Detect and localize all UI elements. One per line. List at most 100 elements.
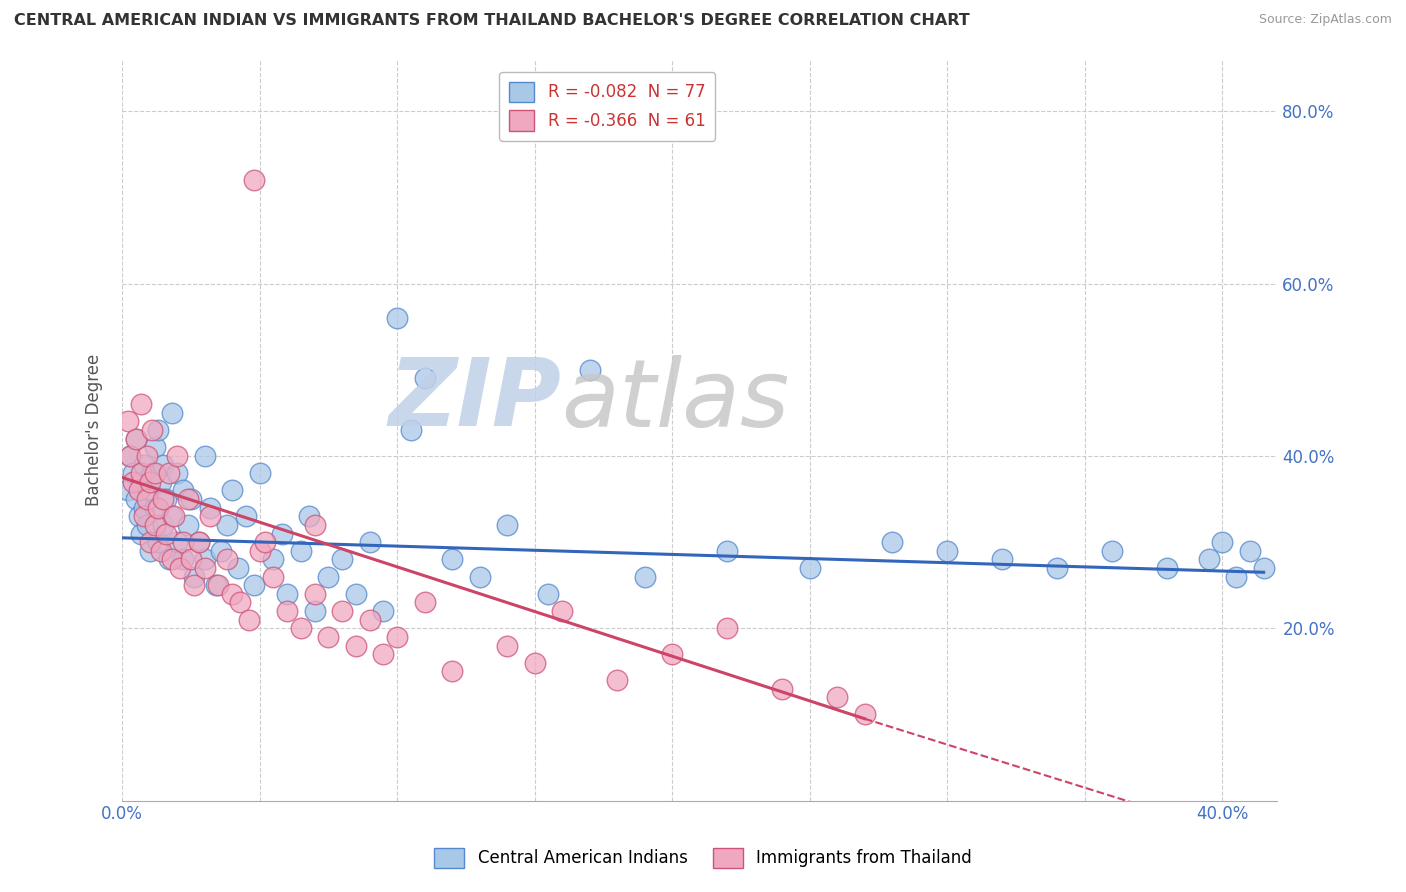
- Point: [441, 552, 464, 566]
- Text: CENTRAL AMERICAN INDIAN VS IMMIGRANTS FROM THAILAND BACHELOR'S DEGREE CORRELATIO: CENTRAL AMERICAN INDIAN VS IMMIGRANTS FR…: [14, 13, 970, 29]
- Point: [138, 483, 160, 498]
- Point: [276, 587, 298, 601]
- Point: [1156, 561, 1178, 575]
- Point: [1198, 552, 1220, 566]
- Point: [128, 483, 150, 498]
- Point: [131, 466, 153, 480]
- Point: [125, 432, 148, 446]
- Point: [146, 423, 169, 437]
- Point: [135, 449, 157, 463]
- Point: [160, 406, 183, 420]
- Point: [172, 535, 194, 549]
- Point: [606, 673, 628, 687]
- Point: [157, 466, 180, 480]
- Point: [125, 432, 148, 446]
- Point: [120, 449, 142, 463]
- Point: [262, 569, 284, 583]
- Point: [330, 604, 353, 618]
- Point: [207, 578, 229, 592]
- Point: [399, 423, 422, 437]
- Point: [122, 466, 145, 480]
- Point: [661, 647, 683, 661]
- Point: [238, 613, 260, 627]
- Point: [132, 509, 155, 524]
- Point: [413, 595, 436, 609]
- Point: [537, 587, 560, 601]
- Point: [152, 458, 174, 472]
- Point: [298, 509, 321, 524]
- Point: [138, 543, 160, 558]
- Point: [209, 543, 232, 558]
- Point: [177, 517, 200, 532]
- Legend: R = -0.082  N = 77, R = -0.366  N = 61: R = -0.082 N = 77, R = -0.366 N = 61: [499, 71, 716, 141]
- Point: [441, 665, 464, 679]
- Point: [132, 500, 155, 515]
- Point: [166, 449, 188, 463]
- Point: [385, 630, 408, 644]
- Point: [163, 509, 186, 524]
- Point: [276, 604, 298, 618]
- Point: [468, 569, 491, 583]
- Point: [194, 561, 217, 575]
- Point: [770, 681, 793, 696]
- Point: [143, 466, 166, 480]
- Point: [155, 526, 177, 541]
- Point: [166, 466, 188, 480]
- Text: atlas: atlas: [561, 355, 789, 446]
- Point: [882, 535, 904, 549]
- Point: [578, 363, 600, 377]
- Point: [634, 569, 657, 583]
- Point: [1253, 561, 1275, 575]
- Point: [716, 543, 738, 558]
- Point: [169, 561, 191, 575]
- Point: [131, 397, 153, 411]
- Point: [204, 578, 226, 592]
- Point: [413, 371, 436, 385]
- Legend: Central American Indians, Immigrants from Thailand: Central American Indians, Immigrants fro…: [427, 841, 979, 875]
- Point: [180, 552, 202, 566]
- Point: [131, 475, 153, 489]
- Point: [1225, 569, 1247, 583]
- Point: [143, 517, 166, 532]
- Point: [221, 587, 243, 601]
- Point: [215, 517, 238, 532]
- Point: [122, 475, 145, 489]
- Point: [120, 449, 142, 463]
- Point: [229, 595, 252, 609]
- Point: [188, 535, 211, 549]
- Point: [226, 561, 249, 575]
- Point: [177, 491, 200, 506]
- Point: [143, 500, 166, 515]
- Point: [198, 500, 221, 515]
- Point: [1239, 543, 1261, 558]
- Point: [146, 535, 169, 549]
- Point: [318, 630, 340, 644]
- Point: [1046, 561, 1069, 575]
- Point: [243, 173, 266, 187]
- Point: [125, 491, 148, 506]
- Point: [172, 552, 194, 566]
- Point: [249, 543, 271, 558]
- Point: [152, 491, 174, 506]
- Point: [235, 509, 257, 524]
- Point: [1101, 543, 1123, 558]
- Point: [359, 535, 381, 549]
- Point: [523, 656, 546, 670]
- Point: [825, 690, 848, 705]
- Point: [373, 604, 395, 618]
- Point: [853, 707, 876, 722]
- Point: [146, 500, 169, 515]
- Point: [180, 491, 202, 506]
- Point: [551, 604, 574, 618]
- Point: [373, 647, 395, 661]
- Point: [143, 441, 166, 455]
- Point: [183, 569, 205, 583]
- Point: [141, 466, 163, 480]
- Point: [254, 535, 277, 549]
- Point: [183, 578, 205, 592]
- Point: [128, 509, 150, 524]
- Point: [799, 561, 821, 575]
- Point: [270, 526, 292, 541]
- Point: [330, 552, 353, 566]
- Point: [221, 483, 243, 498]
